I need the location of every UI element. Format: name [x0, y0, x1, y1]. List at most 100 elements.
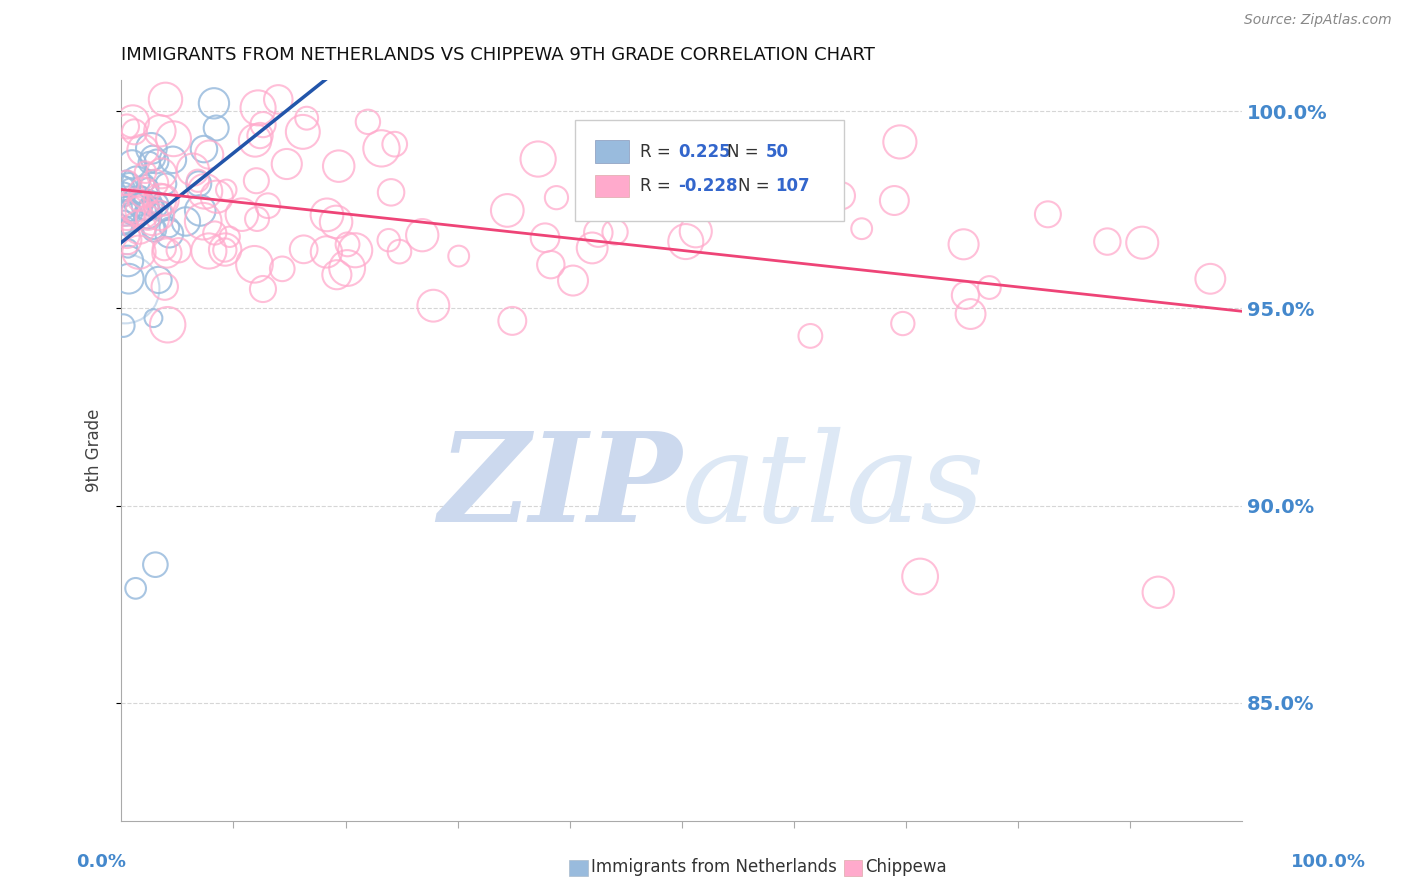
Point: [149, 193, 172, 207]
Point: [148, 209, 170, 223]
Point: [215, 183, 238, 197]
Point: [121, 157, 143, 171]
Point: [952, 237, 974, 252]
Point: [527, 152, 550, 166]
Text: 0.225: 0.225: [679, 143, 731, 161]
Point: [851, 221, 873, 235]
Point: [145, 198, 167, 212]
Point: [252, 118, 274, 132]
Point: [357, 115, 380, 129]
Point: [194, 184, 217, 198]
Point: [979, 280, 1001, 294]
Point: [142, 221, 165, 235]
Point: [271, 261, 294, 276]
Point: [135, 176, 157, 190]
Text: R =: R =: [640, 143, 676, 161]
Point: [218, 229, 240, 244]
Point: [174, 214, 197, 228]
Text: 50: 50: [766, 143, 789, 161]
Point: [120, 206, 142, 220]
Point: [447, 249, 470, 263]
Point: [143, 222, 166, 236]
Point: [205, 190, 228, 204]
Point: [150, 166, 173, 180]
Point: [122, 198, 145, 212]
Point: [325, 215, 347, 229]
Point: [131, 204, 153, 219]
Point: [540, 258, 562, 272]
Point: [142, 151, 165, 165]
Point: [136, 211, 159, 225]
Point: [249, 128, 271, 143]
Point: [115, 233, 138, 247]
Text: Chippewa: Chippewa: [865, 858, 946, 876]
Point: [883, 194, 905, 208]
Point: [496, 203, 519, 218]
Point: [243, 133, 266, 147]
Text: IMMIGRANTS FROM NETHERLANDS VS CHIPPEWA 9TH GRADE CORRELATION CHART: IMMIGRANTS FROM NETHERLANDS VS CHIPPEWA …: [121, 46, 875, 64]
Point: [149, 124, 172, 138]
Point: [136, 181, 159, 195]
Point: [115, 205, 138, 219]
Point: [127, 194, 149, 208]
Point: [156, 246, 179, 260]
Text: -0.228: -0.228: [679, 177, 738, 194]
Point: [588, 226, 610, 240]
Point: [1147, 585, 1170, 599]
Point: [891, 317, 914, 331]
Point: [685, 224, 707, 238]
Point: [114, 282, 136, 296]
Point: [155, 92, 177, 106]
Point: [1097, 235, 1119, 249]
Text: atlas: atlas: [682, 426, 986, 549]
Point: [152, 193, 174, 207]
Point: [115, 171, 138, 186]
Point: [153, 242, 176, 256]
Point: [603, 225, 626, 239]
Point: [388, 244, 411, 259]
Point: [328, 159, 350, 173]
Point: [150, 204, 173, 219]
Point: [148, 273, 170, 287]
Point: [188, 203, 211, 218]
Point: [128, 220, 150, 235]
Text: 0.0%: 0.0%: [76, 853, 127, 871]
Point: [118, 271, 141, 285]
Point: [136, 208, 159, 222]
Point: [247, 101, 270, 115]
Point: [138, 199, 160, 213]
Point: [124, 582, 146, 596]
Point: [959, 307, 981, 321]
Point: [129, 187, 152, 202]
Point: [799, 329, 821, 343]
Point: [145, 154, 167, 169]
Point: [411, 228, 433, 243]
Point: [675, 235, 697, 249]
Point: [112, 219, 135, 234]
Point: [204, 226, 226, 240]
Y-axis label: 9th Grade: 9th Grade: [86, 409, 103, 492]
Point: [214, 243, 236, 257]
Text: N =: N =: [738, 177, 775, 194]
Point: [127, 194, 149, 208]
Point: [114, 204, 136, 219]
Point: [157, 227, 180, 241]
Point: [198, 147, 221, 161]
Point: [156, 318, 179, 332]
Point: [1130, 235, 1153, 250]
Point: [689, 151, 711, 165]
Point: [125, 173, 148, 187]
Point: [534, 231, 557, 245]
Point: [125, 203, 148, 218]
Point: [370, 141, 392, 155]
Point: [162, 153, 184, 167]
Point: [336, 237, 359, 252]
Point: [1036, 207, 1059, 221]
Point: [501, 314, 523, 328]
Point: [112, 215, 135, 229]
Point: [267, 92, 290, 106]
Point: [581, 241, 603, 255]
Point: [377, 233, 399, 247]
Point: [198, 244, 221, 258]
Point: [193, 142, 215, 156]
